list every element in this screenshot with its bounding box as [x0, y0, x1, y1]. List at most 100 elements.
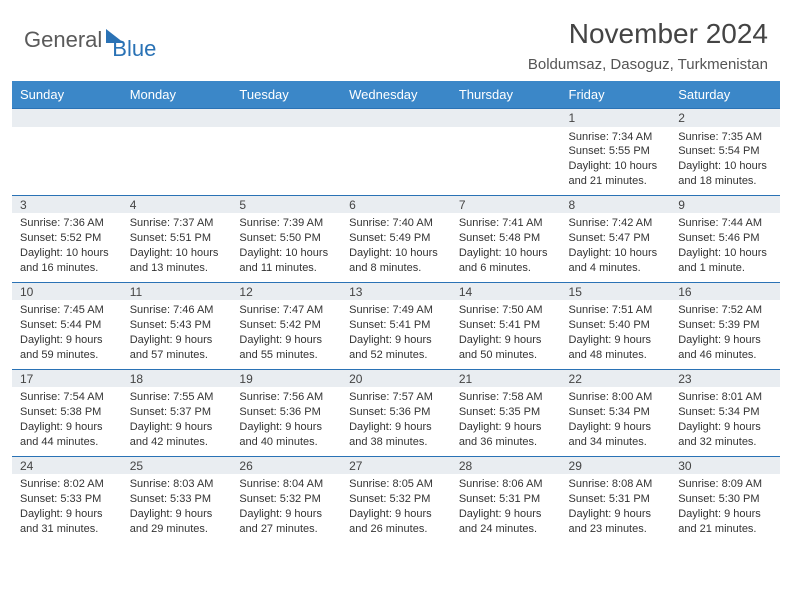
day-ss: Sunset: 5:47 PM — [569, 231, 663, 246]
day-d2: and 6 minutes. — [459, 261, 553, 276]
day-ss: Sunset: 5:43 PM — [130, 318, 224, 333]
day-number-cell: 23 — [670, 369, 780, 387]
day-d1: Daylight: 9 hours — [459, 420, 553, 435]
day-d1: Daylight: 9 hours — [349, 333, 443, 348]
day-detail-cell: Sunrise: 7:57 AMSunset: 5:36 PMDaylight:… — [341, 387, 451, 456]
day-d1: Daylight: 9 hours — [239, 333, 333, 348]
day-detail-cell: Sunrise: 7:42 AMSunset: 5:47 PMDaylight:… — [561, 213, 671, 282]
day-d2: and 23 minutes. — [569, 522, 663, 537]
calendar-body: 12 Sunrise: 7:34 AMSunset: 5:55 PMDayligh… — [12, 109, 780, 543]
page-header: General Blue November 2024 Boldumsaz, Da… — [0, 0, 792, 81]
day-d1: Daylight: 9 hours — [678, 420, 772, 435]
day-detail-cell — [122, 127, 232, 196]
day-d2: and 52 minutes. — [349, 348, 443, 363]
day-detail-cell — [341, 127, 451, 196]
day-sr: Sunrise: 8:00 AM — [569, 390, 663, 405]
day-sr: Sunrise: 7:50 AM — [459, 303, 553, 318]
day-number-cell: 11 — [122, 282, 232, 300]
day-d1: Daylight: 9 hours — [20, 420, 114, 435]
weekday-header: Thursday — [451, 81, 561, 109]
day-d1: Daylight: 9 hours — [239, 507, 333, 522]
day-number-cell: 27 — [341, 456, 451, 474]
day-sr: Sunrise: 7:36 AM — [20, 216, 114, 231]
day-d2: and 59 minutes. — [20, 348, 114, 363]
day-sr: Sunrise: 7:46 AM — [130, 303, 224, 318]
day-number-cell: 24 — [12, 456, 122, 474]
day-d1: Daylight: 9 hours — [569, 420, 663, 435]
day-detail-cell: Sunrise: 7:41 AMSunset: 5:48 PMDaylight:… — [451, 213, 561, 282]
daynum-row: 10111213141516 — [12, 282, 780, 300]
weekday-header: Sunday — [12, 81, 122, 109]
day-detail-cell: Sunrise: 7:39 AMSunset: 5:50 PMDaylight:… — [231, 213, 341, 282]
day-d2: and 31 minutes. — [20, 522, 114, 537]
detail-row: Sunrise: 7:36 AMSunset: 5:52 PMDaylight:… — [12, 213, 780, 282]
day-detail-cell: Sunrise: 8:01 AMSunset: 5:34 PMDaylight:… — [670, 387, 780, 456]
day-ss: Sunset: 5:34 PM — [569, 405, 663, 420]
day-sr: Sunrise: 7:57 AM — [349, 390, 443, 405]
day-d2: and 48 minutes. — [569, 348, 663, 363]
day-ss: Sunset: 5:50 PM — [239, 231, 333, 246]
day-ss: Sunset: 5:55 PM — [569, 144, 663, 159]
detail-row: Sunrise: 7:54 AMSunset: 5:38 PMDaylight:… — [12, 387, 780, 456]
day-ss: Sunset: 5:38 PM — [20, 405, 114, 420]
day-sr: Sunrise: 7:55 AM — [130, 390, 224, 405]
weekday-row: Sunday Monday Tuesday Wednesday Thursday… — [12, 81, 780, 109]
weekday-header: Friday — [561, 81, 671, 109]
day-ss: Sunset: 5:31 PM — [569, 492, 663, 507]
day-d2: and 26 minutes. — [349, 522, 443, 537]
logo-text-general: General — [24, 27, 102, 53]
day-detail-cell: Sunrise: 8:00 AMSunset: 5:34 PMDaylight:… — [561, 387, 671, 456]
day-sr: Sunrise: 7:35 AM — [678, 130, 772, 145]
day-number-cell: 10 — [12, 282, 122, 300]
day-number-cell: 17 — [12, 369, 122, 387]
day-detail-cell: Sunrise: 7:37 AMSunset: 5:51 PMDaylight:… — [122, 213, 232, 282]
day-ss: Sunset: 5:40 PM — [569, 318, 663, 333]
day-detail-cell: Sunrise: 7:34 AMSunset: 5:55 PMDaylight:… — [561, 127, 671, 196]
detail-row: Sunrise: 8:02 AMSunset: 5:33 PMDaylight:… — [12, 474, 780, 542]
day-number-cell: 25 — [122, 456, 232, 474]
day-ss: Sunset: 5:52 PM — [20, 231, 114, 246]
day-detail-cell: Sunrise: 8:08 AMSunset: 5:31 PMDaylight:… — [561, 474, 671, 542]
day-number-cell: 29 — [561, 456, 671, 474]
weekday-header: Monday — [122, 81, 232, 109]
day-number-cell: 16 — [670, 282, 780, 300]
day-sr: Sunrise: 8:04 AM — [239, 477, 333, 492]
weekday-header: Saturday — [670, 81, 780, 109]
day-ss: Sunset: 5:41 PM — [349, 318, 443, 333]
day-detail-cell: Sunrise: 8:02 AMSunset: 5:33 PMDaylight:… — [12, 474, 122, 542]
day-d2: and 40 minutes. — [239, 435, 333, 450]
day-d1: Daylight: 10 hours — [130, 246, 224, 261]
day-number-cell: 12 — [231, 282, 341, 300]
day-number-cell: 3 — [12, 195, 122, 213]
day-d1: Daylight: 10 hours — [569, 246, 663, 261]
day-number-cell: 20 — [341, 369, 451, 387]
day-detail-cell — [451, 127, 561, 196]
day-sr: Sunrise: 8:09 AM — [678, 477, 772, 492]
day-d1: Daylight: 9 hours — [569, 507, 663, 522]
day-sr: Sunrise: 8:06 AM — [459, 477, 553, 492]
day-d1: Daylight: 10 hours — [20, 246, 114, 261]
title-block: November 2024 Boldumsaz, Dasoguz, Turkme… — [528, 18, 768, 73]
daynum-row: 3456789 — [12, 195, 780, 213]
day-number-cell — [451, 109, 561, 127]
day-detail-cell: Sunrise: 7:47 AMSunset: 5:42 PMDaylight:… — [231, 300, 341, 369]
day-d2: and 11 minutes. — [239, 261, 333, 276]
day-sr: Sunrise: 8:05 AM — [349, 477, 443, 492]
day-d2: and 44 minutes. — [20, 435, 114, 450]
day-d2: and 50 minutes. — [459, 348, 553, 363]
day-ss: Sunset: 5:46 PM — [678, 231, 772, 246]
day-d2: and 8 minutes. — [349, 261, 443, 276]
day-detail-cell: Sunrise: 7:49 AMSunset: 5:41 PMDaylight:… — [341, 300, 451, 369]
day-ss: Sunset: 5:48 PM — [459, 231, 553, 246]
day-ss: Sunset: 5:36 PM — [239, 405, 333, 420]
day-number-cell: 14 — [451, 282, 561, 300]
detail-row: Sunrise: 7:34 AMSunset: 5:55 PMDaylight:… — [12, 127, 780, 196]
day-detail-cell: Sunrise: 7:45 AMSunset: 5:44 PMDaylight:… — [12, 300, 122, 369]
day-ss: Sunset: 5:35 PM — [459, 405, 553, 420]
day-number-cell — [231, 109, 341, 127]
day-ss: Sunset: 5:42 PM — [239, 318, 333, 333]
day-detail-cell: Sunrise: 7:40 AMSunset: 5:49 PMDaylight:… — [341, 213, 451, 282]
day-detail-cell: Sunrise: 7:55 AMSunset: 5:37 PMDaylight:… — [122, 387, 232, 456]
day-d1: Daylight: 9 hours — [20, 333, 114, 348]
day-number-cell: 4 — [122, 195, 232, 213]
